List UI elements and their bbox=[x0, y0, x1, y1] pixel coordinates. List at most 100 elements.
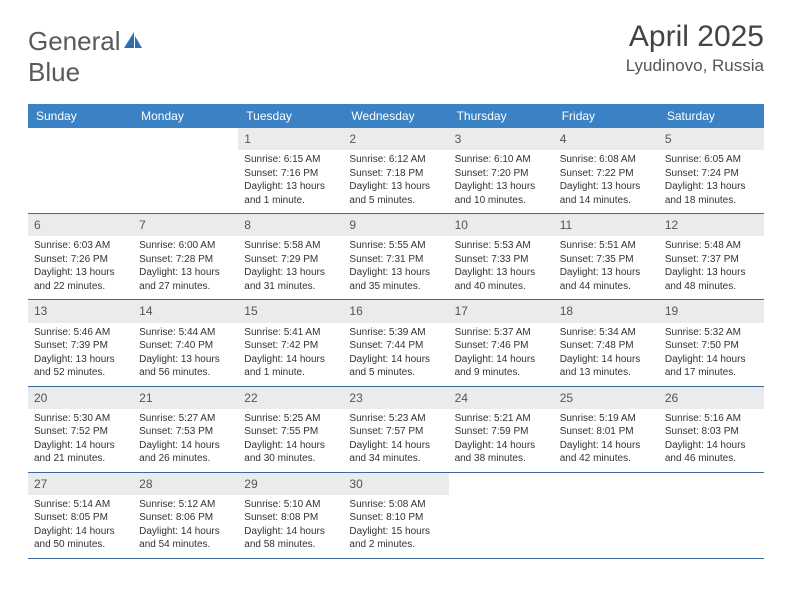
day-number: 28 bbox=[133, 473, 238, 495]
daylight-text: and 42 minutes. bbox=[560, 452, 653, 466]
day-cell: 11Sunrise: 5:51 AMSunset: 7:35 PMDayligh… bbox=[554, 214, 659, 299]
daylight-text: Daylight: 13 hours bbox=[139, 353, 232, 367]
week-row: 13Sunrise: 5:46 AMSunset: 7:39 PMDayligh… bbox=[28, 300, 764, 386]
daylight-text: and 38 minutes. bbox=[455, 452, 548, 466]
sunrise-text: Sunrise: 5:51 AM bbox=[560, 239, 653, 253]
week-row: 1Sunrise: 6:15 AMSunset: 7:16 PMDaylight… bbox=[28, 128, 764, 214]
sunset-text: Sunset: 7:55 PM bbox=[244, 425, 337, 439]
daylight-text: Daylight: 13 hours bbox=[665, 180, 758, 194]
daylight-text: Daylight: 14 hours bbox=[349, 353, 442, 367]
daylight-text: Daylight: 14 hours bbox=[665, 439, 758, 453]
sunset-text: Sunset: 8:06 PM bbox=[139, 511, 232, 525]
sunset-text: Sunset: 8:10 PM bbox=[349, 511, 442, 525]
weeks-container: 1Sunrise: 6:15 AMSunset: 7:16 PMDaylight… bbox=[28, 128, 764, 559]
day-cell: 5Sunrise: 6:05 AMSunset: 7:24 PMDaylight… bbox=[659, 128, 764, 213]
daylight-text: Daylight: 14 hours bbox=[244, 353, 337, 367]
day-number: 26 bbox=[659, 387, 764, 409]
sunset-text: Sunset: 7:50 PM bbox=[665, 339, 758, 353]
day-cell: 17Sunrise: 5:37 AMSunset: 7:46 PMDayligh… bbox=[449, 300, 554, 385]
day-cell: 19Sunrise: 5:32 AMSunset: 7:50 PMDayligh… bbox=[659, 300, 764, 385]
daylight-text: Daylight: 14 hours bbox=[139, 525, 232, 539]
header: General Blue April 2025 Lyudinovo, Russi… bbox=[28, 20, 764, 88]
sunrise-text: Sunrise: 6:03 AM bbox=[34, 239, 127, 253]
sunrise-text: Sunrise: 6:10 AM bbox=[455, 153, 548, 167]
daylight-text: and 58 minutes. bbox=[244, 538, 337, 552]
day-number: 11 bbox=[554, 214, 659, 236]
daylight-text: and 27 minutes. bbox=[139, 280, 232, 294]
day-number: 23 bbox=[343, 387, 448, 409]
daylight-text: Daylight: 13 hours bbox=[665, 266, 758, 280]
sunset-text: Sunset: 7:57 PM bbox=[349, 425, 442, 439]
day-cell: 1Sunrise: 6:15 AMSunset: 7:16 PMDaylight… bbox=[238, 128, 343, 213]
daylight-text: and 14 minutes. bbox=[560, 194, 653, 208]
logo-word1: General bbox=[28, 26, 121, 56]
daylight-text: and 44 minutes. bbox=[560, 280, 653, 294]
daylight-text: and 13 minutes. bbox=[560, 366, 653, 380]
daylight-text: and 56 minutes. bbox=[139, 366, 232, 380]
day-number: 4 bbox=[554, 128, 659, 150]
sunset-text: Sunset: 8:05 PM bbox=[34, 511, 127, 525]
location-label: Lyudinovo, Russia bbox=[626, 56, 764, 76]
day-cell: 29Sunrise: 5:10 AMSunset: 8:08 PMDayligh… bbox=[238, 473, 343, 558]
sunrise-text: Sunrise: 5:12 AM bbox=[139, 498, 232, 512]
logo-text: General Blue bbox=[28, 26, 144, 88]
day-cell: 26Sunrise: 5:16 AMSunset: 8:03 PMDayligh… bbox=[659, 387, 764, 472]
sunrise-text: Sunrise: 5:44 AM bbox=[139, 326, 232, 340]
day-number: 27 bbox=[28, 473, 133, 495]
day-number: 2 bbox=[343, 128, 448, 150]
daylight-text: Daylight: 13 hours bbox=[244, 180, 337, 194]
daylight-text: and 40 minutes. bbox=[455, 280, 548, 294]
sunset-text: Sunset: 7:48 PM bbox=[560, 339, 653, 353]
day-number: 17 bbox=[449, 300, 554, 322]
daylight-text: and 52 minutes. bbox=[34, 366, 127, 380]
daylight-text: and 30 minutes. bbox=[244, 452, 337, 466]
daylight-text: and 22 minutes. bbox=[34, 280, 127, 294]
sunrise-text: Sunrise: 5:39 AM bbox=[349, 326, 442, 340]
day-number: 15 bbox=[238, 300, 343, 322]
empty-cell bbox=[133, 128, 238, 213]
sunset-text: Sunset: 7:24 PM bbox=[665, 167, 758, 181]
day-cell: 9Sunrise: 5:55 AMSunset: 7:31 PMDaylight… bbox=[343, 214, 448, 299]
sunrise-text: Sunrise: 6:00 AM bbox=[139, 239, 232, 253]
sunset-text: Sunset: 7:20 PM bbox=[455, 167, 548, 181]
day-number: 7 bbox=[133, 214, 238, 236]
week-row: 27Sunrise: 5:14 AMSunset: 8:05 PMDayligh… bbox=[28, 473, 764, 559]
day-number: 20 bbox=[28, 387, 133, 409]
sunrise-text: Sunrise: 5:41 AM bbox=[244, 326, 337, 340]
day-cell: 27Sunrise: 5:14 AMSunset: 8:05 PMDayligh… bbox=[28, 473, 133, 558]
day-cell: 4Sunrise: 6:08 AMSunset: 7:22 PMDaylight… bbox=[554, 128, 659, 213]
daylight-text: Daylight: 13 hours bbox=[455, 180, 548, 194]
daylight-text: Daylight: 14 hours bbox=[455, 353, 548, 367]
sunset-text: Sunset: 7:31 PM bbox=[349, 253, 442, 267]
daylight-text: Daylight: 14 hours bbox=[560, 439, 653, 453]
sunset-text: Sunset: 7:53 PM bbox=[139, 425, 232, 439]
sunrise-text: Sunrise: 5:21 AM bbox=[455, 412, 548, 426]
day-number: 16 bbox=[343, 300, 448, 322]
day-number: 12 bbox=[659, 214, 764, 236]
weekday-sun: Sunday bbox=[28, 104, 133, 128]
sunset-text: Sunset: 8:01 PM bbox=[560, 425, 653, 439]
day-cell: 15Sunrise: 5:41 AMSunset: 7:42 PMDayligh… bbox=[238, 300, 343, 385]
sunset-text: Sunset: 7:18 PM bbox=[349, 167, 442, 181]
day-cell: 3Sunrise: 6:10 AMSunset: 7:20 PMDaylight… bbox=[449, 128, 554, 213]
daylight-text: and 18 minutes. bbox=[665, 194, 758, 208]
daylight-text: and 31 minutes. bbox=[244, 280, 337, 294]
day-cell: 24Sunrise: 5:21 AMSunset: 7:59 PMDayligh… bbox=[449, 387, 554, 472]
daylight-text: Daylight: 13 hours bbox=[560, 180, 653, 194]
logo-sail-icon bbox=[122, 26, 144, 57]
weekday-tue: Tuesday bbox=[238, 104, 343, 128]
day-number: 1 bbox=[238, 128, 343, 150]
daylight-text: and 26 minutes. bbox=[139, 452, 232, 466]
day-number: 18 bbox=[554, 300, 659, 322]
sunset-text: Sunset: 8:08 PM bbox=[244, 511, 337, 525]
day-number: 22 bbox=[238, 387, 343, 409]
day-cell: 18Sunrise: 5:34 AMSunset: 7:48 PMDayligh… bbox=[554, 300, 659, 385]
sunrise-text: Sunrise: 5:34 AM bbox=[560, 326, 653, 340]
sunrise-text: Sunrise: 5:55 AM bbox=[349, 239, 442, 253]
day-number: 24 bbox=[449, 387, 554, 409]
sunrise-text: Sunrise: 6:15 AM bbox=[244, 153, 337, 167]
day-cell: 20Sunrise: 5:30 AMSunset: 7:52 PMDayligh… bbox=[28, 387, 133, 472]
weekday-sat: Saturday bbox=[659, 104, 764, 128]
day-cell: 28 Sunrise: 5:12 AMSunset: 8:06 PMDayligh… bbox=[133, 473, 238, 558]
sunset-text: Sunset: 7:44 PM bbox=[349, 339, 442, 353]
